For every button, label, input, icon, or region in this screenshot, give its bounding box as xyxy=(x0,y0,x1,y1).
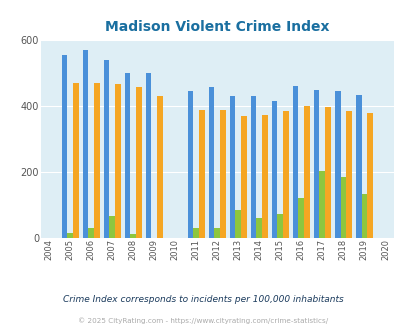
Bar xyxy=(208,87,214,238)
Bar xyxy=(82,50,88,238)
Bar xyxy=(145,73,151,238)
Bar xyxy=(229,96,235,238)
Bar xyxy=(88,228,94,238)
Bar xyxy=(187,91,193,238)
Bar xyxy=(340,177,345,238)
Bar xyxy=(303,106,309,238)
Bar xyxy=(313,90,319,238)
Bar xyxy=(72,83,78,238)
Bar xyxy=(241,116,246,238)
Bar xyxy=(345,111,351,238)
Bar xyxy=(67,233,72,238)
Bar xyxy=(214,228,220,238)
Bar xyxy=(262,115,267,238)
Title: Madison Violent Crime Index: Madison Violent Crime Index xyxy=(105,20,328,34)
Bar xyxy=(115,84,120,238)
Bar xyxy=(366,113,372,238)
Bar xyxy=(256,218,262,238)
Bar xyxy=(361,194,366,238)
Bar xyxy=(250,96,256,238)
Bar xyxy=(324,107,330,238)
Bar xyxy=(62,55,67,238)
Text: © 2025 CityRating.com - https://www.cityrating.com/crime-statistics/: © 2025 CityRating.com - https://www.city… xyxy=(78,317,327,324)
Bar xyxy=(220,110,225,238)
Bar xyxy=(292,86,298,238)
Bar xyxy=(124,73,130,238)
Bar xyxy=(103,60,109,238)
Bar xyxy=(136,87,141,238)
Bar xyxy=(235,210,241,238)
Bar xyxy=(282,111,288,238)
Bar xyxy=(157,96,162,238)
Bar xyxy=(94,82,99,238)
Text: Crime Index corresponds to incidents per 100,000 inhabitants: Crime Index corresponds to incidents per… xyxy=(62,295,343,304)
Bar xyxy=(193,228,198,238)
Bar xyxy=(355,95,361,238)
Bar xyxy=(334,91,340,238)
Bar xyxy=(298,198,303,238)
Bar xyxy=(130,234,136,238)
Bar xyxy=(198,110,204,238)
Bar xyxy=(271,101,277,238)
Bar xyxy=(277,214,282,238)
Bar xyxy=(109,216,115,238)
Bar xyxy=(319,171,324,238)
